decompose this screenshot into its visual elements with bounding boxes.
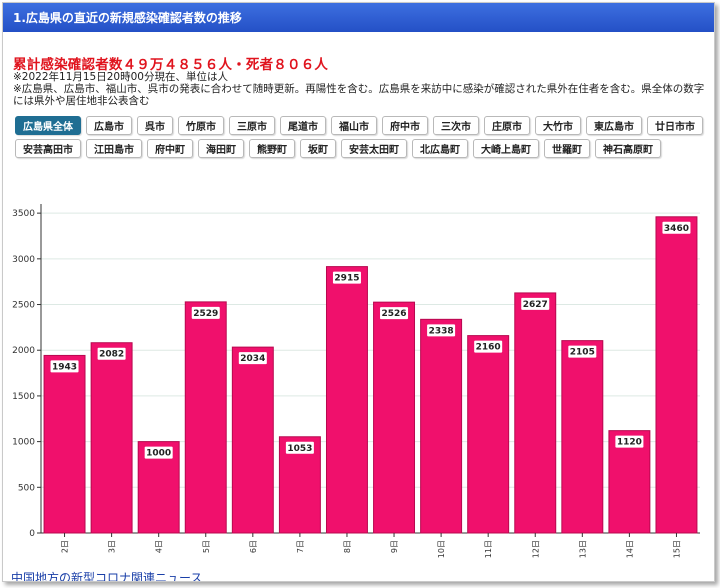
data-label-bg — [285, 441, 314, 454]
data-label: 2627 — [523, 300, 548, 310]
tab-area[interactable]: 世羅町 — [544, 139, 590, 158]
y-tick-label: 3500 — [12, 209, 35, 219]
data-label: 2915 — [334, 274, 359, 284]
x-tick-label: 12日 — [531, 540, 540, 558]
x-tick-label: 13日 — [578, 540, 587, 558]
data-label: 1000 — [146, 449, 171, 459]
tab-area[interactable]: 尾道市 — [280, 116, 326, 135]
area-tabs: 広島県全体 広島市 呉市 竹原市 三原市 尾道市 福山市 府中市 三次市 庄原市 大竹市 東広島市 廿日… — [15, 116, 705, 158]
bar — [608, 430, 651, 534]
tab-area[interactable]: 広島市 — [86, 116, 132, 135]
data-label-bg — [191, 306, 220, 319]
data-label: 2082 — [99, 350, 124, 360]
bar — [655, 216, 698, 534]
panel: 1.広島県の直近の新規感染確認者数の推移 累計感染確認者数４９万４８５６人・死者… — [2, 2, 715, 582]
bar — [184, 301, 227, 534]
news-link[interactable]: 中国地方の新型コロナ関連ニュース — [11, 571, 203, 582]
y-tick-label: 3000 — [12, 255, 35, 265]
section-header: 1.広島県の直近の新規感染確認者数の推移 — [3, 3, 714, 32]
tab-area[interactable]: 竹原市 — [178, 116, 224, 135]
data-label-bg — [380, 307, 409, 320]
tab-area[interactable]: 府中町 — [147, 139, 193, 158]
bar — [514, 292, 557, 534]
y-tick-label: 1500 — [12, 392, 35, 402]
tab-area[interactable]: 東広島市 — [586, 116, 642, 135]
bar — [90, 342, 133, 534]
data-label: 3460 — [664, 224, 689, 234]
tab-area[interactable]: 庄原市 — [484, 116, 530, 135]
tab-area[interactable]: 三原市 — [229, 116, 275, 135]
tab-area[interactable]: 広島県全体 — [15, 116, 81, 135]
tab-area[interactable]: 三次市 — [433, 116, 479, 135]
x-tick-label: 9日 — [390, 540, 399, 553]
x-tick-label: 14日 — [625, 540, 634, 558]
cumulative-summary: 累計感染確認者数４９万４８５６人・死者８０６人 — [13, 57, 329, 73]
bar — [467, 335, 510, 534]
data-label-bg — [521, 297, 550, 310]
x-tick-label: 8日 — [343, 540, 352, 553]
data-label-bg — [568, 345, 597, 358]
bar — [231, 346, 274, 534]
x-tick-label: 4日 — [155, 540, 164, 553]
data-label: 2034 — [240, 354, 265, 364]
bar — [373, 301, 416, 534]
tab-area[interactable]: 安芸高田市 — [15, 139, 81, 158]
data-label: 2338 — [429, 326, 454, 336]
x-tick-label: 3日 — [108, 540, 117, 553]
tab-area[interactable]: 府中市 — [382, 116, 428, 135]
bar — [43, 354, 86, 534]
x-tick-label: 2日 — [61, 540, 70, 553]
data-label-bg — [427, 324, 456, 337]
bar — [561, 340, 604, 534]
y-tick-label: 2000 — [12, 346, 35, 356]
y-tick-label: 1000 — [12, 438, 35, 448]
data-label: 2105 — [570, 348, 595, 358]
data-label-bg — [97, 347, 126, 360]
data-label-bg — [662, 221, 691, 234]
data-label-bg — [238, 352, 267, 365]
data-label: 1943 — [52, 362, 77, 372]
bar — [420, 318, 463, 534]
data-label: 2160 — [476, 343, 501, 353]
note-line-2: ※広島県、広島市、福山市、呉市の発表に合わせて随時更新。再陽性を含む。広島県を来… — [13, 83, 705, 107]
y-tick-label: 500 — [18, 483, 35, 493]
note-line-1: ※2022年11月15日20時00分現在、単位は人 — [13, 71, 228, 83]
data-label-bg — [144, 446, 173, 459]
bar — [325, 266, 368, 534]
data-label-bg — [615, 435, 644, 448]
x-tick-label: 11日 — [484, 540, 493, 558]
x-tick-label: 15日 — [672, 540, 681, 558]
notes: ※2022年11月15日20時00分現在、単位は人 ※広島県、広島市、福山市、呉… — [13, 71, 707, 107]
data-label: 1120 — [617, 438, 642, 448]
x-tick-label: 10日 — [437, 540, 446, 558]
tab-area[interactable]: 坂町 — [300, 139, 336, 158]
data-label: 1053 — [287, 444, 312, 454]
y-tick-label: 0 — [29, 529, 35, 539]
x-tick-label: 5日 — [202, 540, 211, 553]
data-label-bg — [332, 271, 361, 284]
tab-area[interactable]: 安芸太田町 — [341, 139, 407, 158]
x-tick-label: 7日 — [296, 540, 305, 553]
data-label: 2529 — [193, 309, 218, 319]
tab-area[interactable]: 海田町 — [198, 139, 244, 158]
x-tick-label: 6日 — [249, 540, 258, 553]
tab-area[interactable]: 神石高原町 — [595, 139, 661, 158]
tab-area[interactable]: 大崎上島町 — [473, 139, 539, 158]
tab-area[interactable]: 北広島町 — [412, 139, 468, 158]
tab-area[interactable]: 大竹市 — [535, 116, 581, 135]
data-label-bg — [474, 340, 503, 353]
bar-chart: 0 500 1000 1500 2000 2500 3000 3500 1943 2日 2082 3日… — [12, 204, 700, 558]
data-label: 2526 — [382, 309, 407, 319]
tab-area[interactable]: 熊野町 — [249, 139, 295, 158]
tab-area[interactable]: 呉市 — [137, 116, 173, 135]
tab-area[interactable]: 廿日市市 — [647, 116, 703, 135]
y-tick-label: 2500 — [12, 301, 35, 311]
data-label-bg — [50, 360, 79, 373]
tab-area[interactable]: 福山市 — [331, 116, 377, 135]
tab-area[interactable]: 江田島市 — [86, 139, 142, 158]
